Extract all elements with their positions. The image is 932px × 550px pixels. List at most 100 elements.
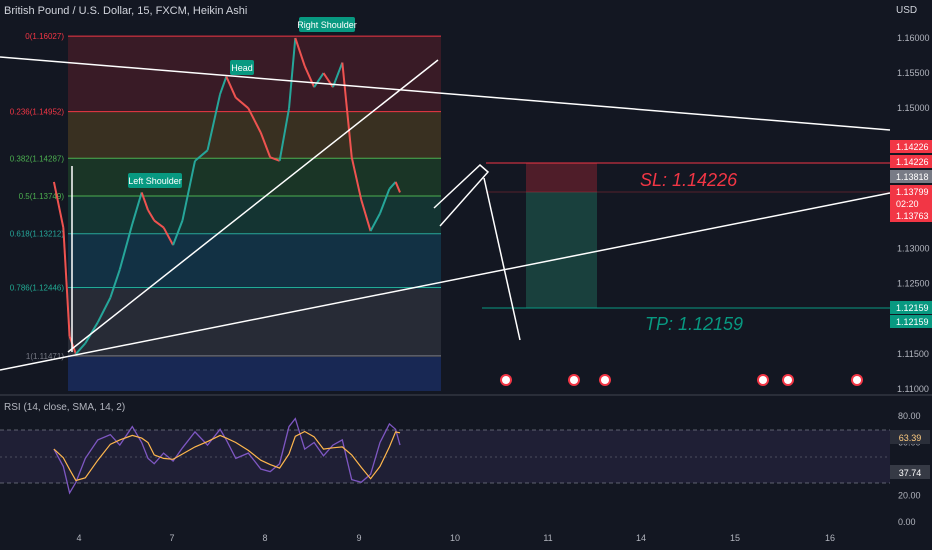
price-badge-text: 1.13763 <box>896 211 929 221</box>
trend-lines[interactable] <box>0 40 891 371</box>
price-badge <box>890 170 932 183</box>
left-shoulder-label: Left Shoulder <box>128 173 182 188</box>
price-badge-text: 1.14226 <box>896 157 929 167</box>
price-segment <box>388 181 397 190</box>
price-badge-text: 02:20 <box>896 199 919 209</box>
flag-icon <box>757 374 769 386</box>
rsi-tick: 0.00 <box>898 517 916 527</box>
price-segment <box>118 223 134 270</box>
price-badge-text: 1.13818 <box>896 172 929 182</box>
time-tick: 16 <box>825 533 835 543</box>
time-tick: 15 <box>730 533 740 543</box>
svg-text:Head: Head <box>231 63 253 73</box>
price-segment <box>288 37 297 109</box>
price-segment <box>131 192 143 225</box>
price-segment <box>147 209 156 222</box>
price-segment <box>172 220 184 246</box>
tp-label: TP: 1.12159 <box>645 314 743 334</box>
event-flags[interactable] <box>500 374 863 386</box>
flag-icon <box>782 374 794 386</box>
price-badge-text: 1.13799 <box>896 187 929 197</box>
rsi-ma-line <box>53 430 401 482</box>
position-box[interactable] <box>482 162 890 309</box>
svg-text:63.39: 63.39 <box>899 433 922 443</box>
flag-icon <box>599 374 611 386</box>
fib-label: 1(1.11471) <box>26 352 64 361</box>
rsi-tick: 20.00 <box>898 491 921 501</box>
price-segment <box>394 181 401 193</box>
time-tick: 14 <box>636 533 646 543</box>
rsi-title: RSI (14, close, SMA, 14, 2) <box>4 402 126 413</box>
flag-icon <box>851 374 863 386</box>
price-segment <box>75 342 87 355</box>
price-segment <box>269 156 280 162</box>
time-tick: 10 <box>450 533 460 543</box>
time-axis[interactable]: 4 7 8 9 10 11 14 15 16 <box>76 533 835 543</box>
price-tick: 1.12500 <box>897 279 930 289</box>
price-badges: 1.14226 1.14226 1.13818 1.13799 02:20 1.13763… <box>890 140 932 328</box>
price-segment <box>194 149 209 162</box>
price-segment <box>235 96 249 109</box>
price-segment <box>313 72 325 88</box>
time-tick: 9 <box>356 533 361 543</box>
price-tick: 1.15000 <box>897 103 930 113</box>
price-segment <box>341 62 353 158</box>
price-badge <box>890 155 932 168</box>
right-shoulder-label: Right Shoulder <box>297 17 357 32</box>
price-series <box>52 37 401 355</box>
price-segment <box>278 108 291 162</box>
price-segment <box>206 93 222 151</box>
price-segment <box>96 297 112 323</box>
price-segment <box>360 199 372 232</box>
fib-label: 0.382(1.14287) <box>10 154 65 163</box>
fib-label: 0.618(1.13212) <box>10 230 65 239</box>
price-badge-text: 1.14226 <box>896 142 929 152</box>
price-segment <box>303 65 316 88</box>
svg-text:Right Shoulder: Right Shoulder <box>297 20 357 30</box>
price-tick: 1.11000 <box>897 384 929 394</box>
price-badge-text: 1.12159 <box>896 303 929 313</box>
svg-text:37.74: 37.74 <box>899 468 922 478</box>
rsi-badges: 63.39 37.74 <box>890 430 930 479</box>
time-tick: 11 <box>543 533 552 543</box>
price-segment <box>294 37 306 67</box>
price-segment <box>225 76 237 99</box>
price-segment <box>369 213 381 232</box>
rsi-line <box>53 417 401 495</box>
fib-label: 0.5(1.13749) <box>19 192 65 201</box>
head-label: Head <box>230 60 254 75</box>
price-badge <box>890 315 932 328</box>
flag-icon <box>500 374 512 386</box>
price-segment <box>153 219 165 229</box>
price-tick: 1.16000 <box>897 33 930 43</box>
price-segment <box>350 157 363 200</box>
price-badge <box>890 209 932 222</box>
price-tick: 1.15500 <box>897 68 930 78</box>
time-tick: 7 <box>169 533 174 543</box>
price-segment <box>247 107 262 134</box>
price-badge <box>890 185 932 198</box>
price-segment <box>181 160 196 221</box>
rsi-tick: 80.00 <box>898 411 921 421</box>
price-badge-text: 1.12159 <box>896 317 929 327</box>
price-segment <box>62 227 71 337</box>
price-segment <box>140 192 149 211</box>
price-tick: 1.13000 <box>897 244 930 254</box>
chart-title: British Pound / U.S. Dollar, 15, FXCM, H… <box>4 5 248 17</box>
price-badge <box>890 197 932 210</box>
price-badge <box>890 140 932 153</box>
svg-text:Left Shoulder: Left Shoulder <box>128 176 182 186</box>
price-segment <box>219 76 228 95</box>
currency-label: USD <box>896 5 918 16</box>
price-tick: 1.11500 <box>897 349 929 359</box>
time-tick: 4 <box>76 533 81 543</box>
rsi-pane[interactable] <box>0 417 890 495</box>
price-segment <box>259 132 272 158</box>
time-tick: 8 <box>262 533 267 543</box>
price-segment <box>162 227 174 246</box>
price-segment <box>332 62 344 88</box>
sl-label: SL: 1.14226 <box>640 170 738 190</box>
pattern-labels: Left Shoulder Head Right Shoulder <box>128 17 357 188</box>
fib-retracement[interactable]: 0(1.16027) 0.236(1.14952) 0.382(1.14287) 0.… <box>10 32 441 391</box>
